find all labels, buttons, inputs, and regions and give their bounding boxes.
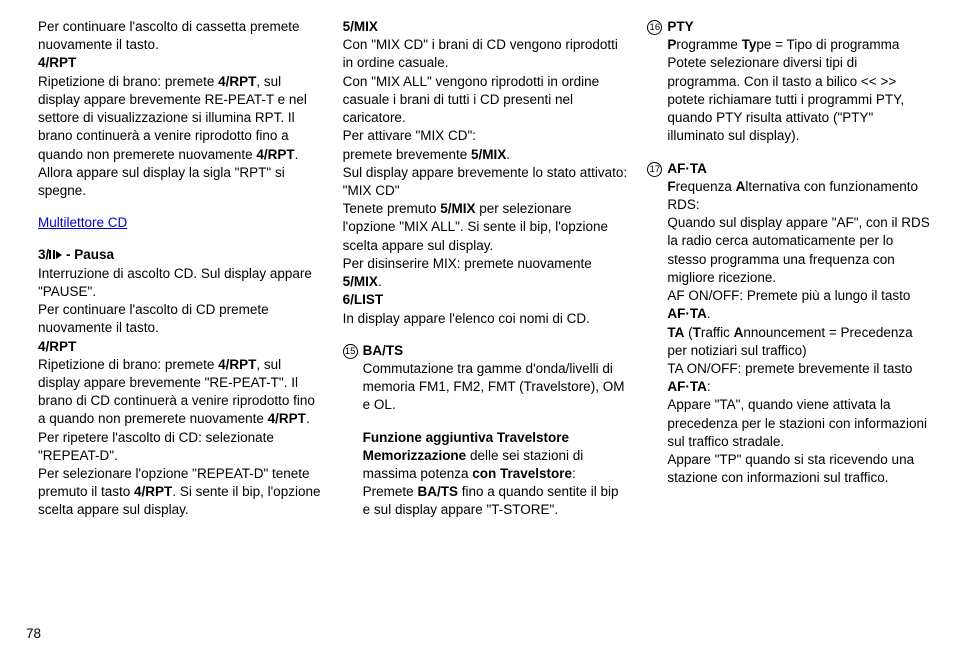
column-3: 16 PTY Programme Type = Tipo di programm… [647,18,932,520]
text: Con "MIX ALL" vengono riprodotti in ordi… [343,73,628,128]
heading: 4/RPT [38,54,323,72]
heading: Funzione aggiuntiva Travelstore [363,429,628,447]
text: AF ON/OFF: Premete più a lungo il tasto … [667,287,932,323]
heading: 3/ - Pausa [38,246,323,264]
text: Ripetizione di brano: premete 4/RPT, sul… [38,73,323,201]
text: Per attivare "MIX CD": [343,127,628,145]
text: Quando sul display appare "AF", con il R… [667,214,932,287]
text: Programme Type = Tipo di programma [667,36,932,54]
text: Appare "TP" quando si sta ricevendo una … [667,451,932,487]
heading: AF·TA [667,160,932,178]
page-number: 78 [26,625,41,643]
heading: 6/LIST [343,291,628,309]
text: Sul display appare brevemente lo stato a… [343,164,628,200]
circle-15-icon: 15 [343,344,358,359]
text: Memorizzazione delle sei stazioni di mas… [363,447,628,483]
text: Per selezionare l'opzione "REPEAT-D" ten… [38,465,323,520]
page-columns: Per continuare l'ascolto di cassetta pre… [38,18,932,520]
multilettore-link[interactable]: Multilettore CD [38,215,127,230]
text: Interruzione di ascolto CD. Sul display … [38,265,323,301]
heading: BA/TS [363,342,628,360]
column-1: Per continuare l'ascolto di cassetta pre… [38,18,323,520]
text: TA (Traffic Announcement = Precedenza pe… [667,324,932,360]
item-15: 15 BA/TS Commutazione tra gamme d'onda/l… [343,342,628,520]
item-17: 17 AF·TA Frequenza Alternativa con funzi… [647,160,932,488]
text: In display appare l'elenco coi nomi di C… [343,310,628,328]
heading: PTY [667,18,932,36]
text: Per continuare l'ascolto di CD premete n… [38,301,323,337]
text: Appare "TA", quando viene attivata la pr… [667,396,932,451]
text: Ripetizione di brano: premete 4/RPT, sul… [38,356,323,465]
circle-16-icon: 16 [647,20,662,35]
heading: 5/MIX [343,18,628,36]
heading: 4/RPT [38,338,323,356]
text: premete brevemente 5/MIX. [343,146,628,164]
text: Tenete premuto 5/MIX per selezionare l'o… [343,200,628,255]
text: Potete selezionare diversi tipi di progr… [667,54,932,145]
text: Premete BA/TS fino a quando sentite il b… [363,483,628,519]
text: Commutazione tra gamme d'onda/livelli di… [363,360,628,415]
text: Con "MIX CD" i brani di CD vengono ripro… [343,36,628,72]
text: Frequenza Alternativa con funzionamento … [667,178,932,214]
text: Per continuare l'ascolto di cassetta pre… [38,18,323,54]
circle-17-icon: 17 [647,162,662,177]
link-line: Multilettore CD [38,214,323,232]
item-16: 16 PTY Programme Type = Tipo di programm… [647,18,932,146]
column-2: 5/MIX Con "MIX CD" i brani di CD vengono… [343,18,628,520]
text: TA ON/OFF: premete brevemente il tasto A… [667,360,932,396]
text: Per disinserire MIX: premete nuovamente … [343,255,628,291]
